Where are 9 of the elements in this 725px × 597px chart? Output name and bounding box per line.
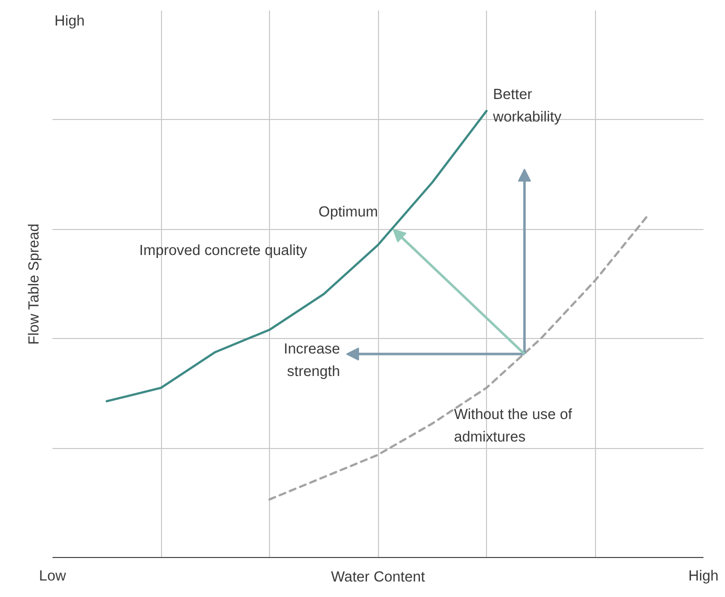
annotation: Without the use of admixtures bbox=[454, 407, 574, 446]
text: High bbox=[54, 13, 85, 30]
y-axis-title: Flow Table Spread bbox=[26, 224, 42, 345]
annotation: Improved concrete quality bbox=[139, 243, 308, 260]
x-tick-label: Low bbox=[39, 568, 66, 584]
annotation: Optimum bbox=[318, 204, 378, 221]
annotation: Better workability bbox=[492, 86, 562, 126]
x-axis-title: Water Content bbox=[331, 570, 425, 586]
annotation: Increase strength bbox=[284, 341, 340, 380]
